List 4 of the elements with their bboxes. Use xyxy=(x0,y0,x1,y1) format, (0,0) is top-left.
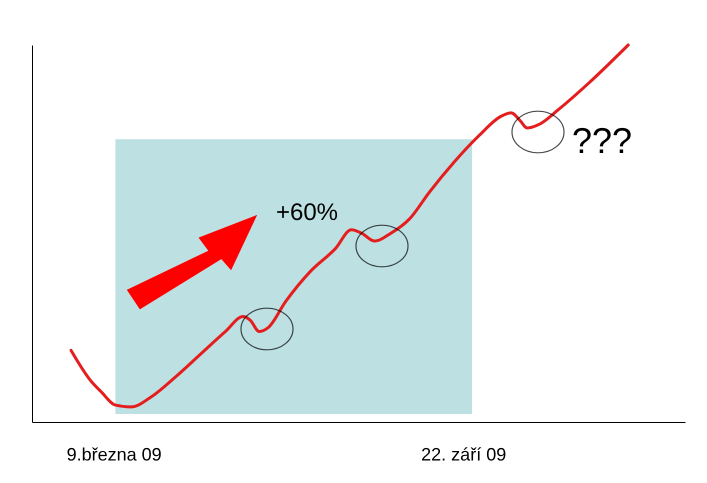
annotation: ??? xyxy=(572,120,632,161)
annotation: +60% xyxy=(276,199,338,226)
x-tick-label: 22. září 09 xyxy=(421,444,506,464)
x-tick-label: 9.března 09 xyxy=(66,444,162,464)
